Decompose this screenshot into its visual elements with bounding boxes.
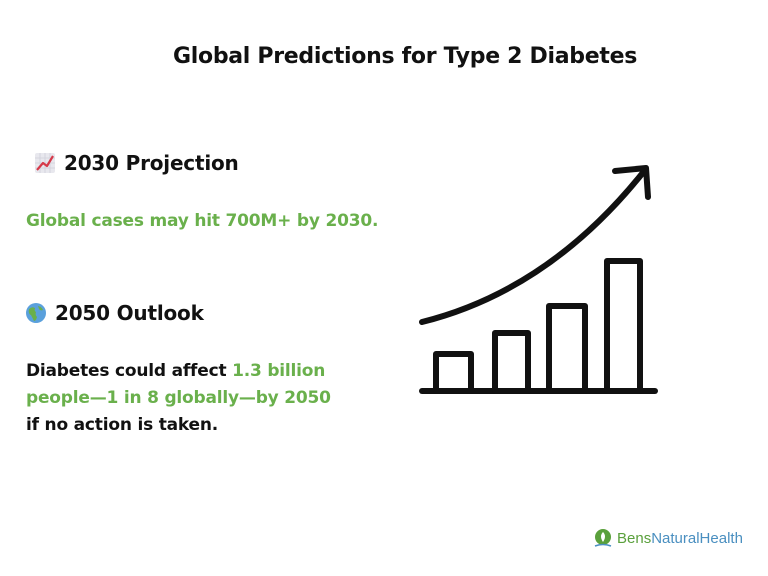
body-highlight: 1.3 billion <box>232 361 326 381</box>
heading-text: 2030 Projection <box>64 151 239 175</box>
leaf-logo-icon <box>594 529 612 547</box>
page-title: Global Predictions for Type 2 Diabetes <box>173 44 637 69</box>
brand-name-part2: NaturalHealth <box>651 529 743 547</box>
brand-logo: Bens NaturalHealth <box>593 528 743 548</box>
section-2030-heading: 2030 Projection <box>34 151 239 175</box>
section-2050-heading: 2050 Outlook <box>25 301 204 325</box>
body-text: Diabetes could affect <box>26 361 233 381</box>
brand-name-part1: Bens <box>617 529 652 547</box>
section-2050-body: Diabetes could affect 1.3 billion people… <box>26 358 331 439</box>
body-text: if no action is taken. <box>26 415 219 435</box>
heading-text: 2050 Outlook <box>55 301 204 325</box>
rising-bar-chart-with-arrow-icon <box>410 150 670 410</box>
globe-icon <box>25 302 47 324</box>
section-2030-body: Global cases may hit 700M+ by 2030. <box>26 211 379 231</box>
chart-increasing-icon <box>34 152 56 174</box>
body-highlight: people—1 in 8 globally—by 2050 <box>26 388 331 408</box>
